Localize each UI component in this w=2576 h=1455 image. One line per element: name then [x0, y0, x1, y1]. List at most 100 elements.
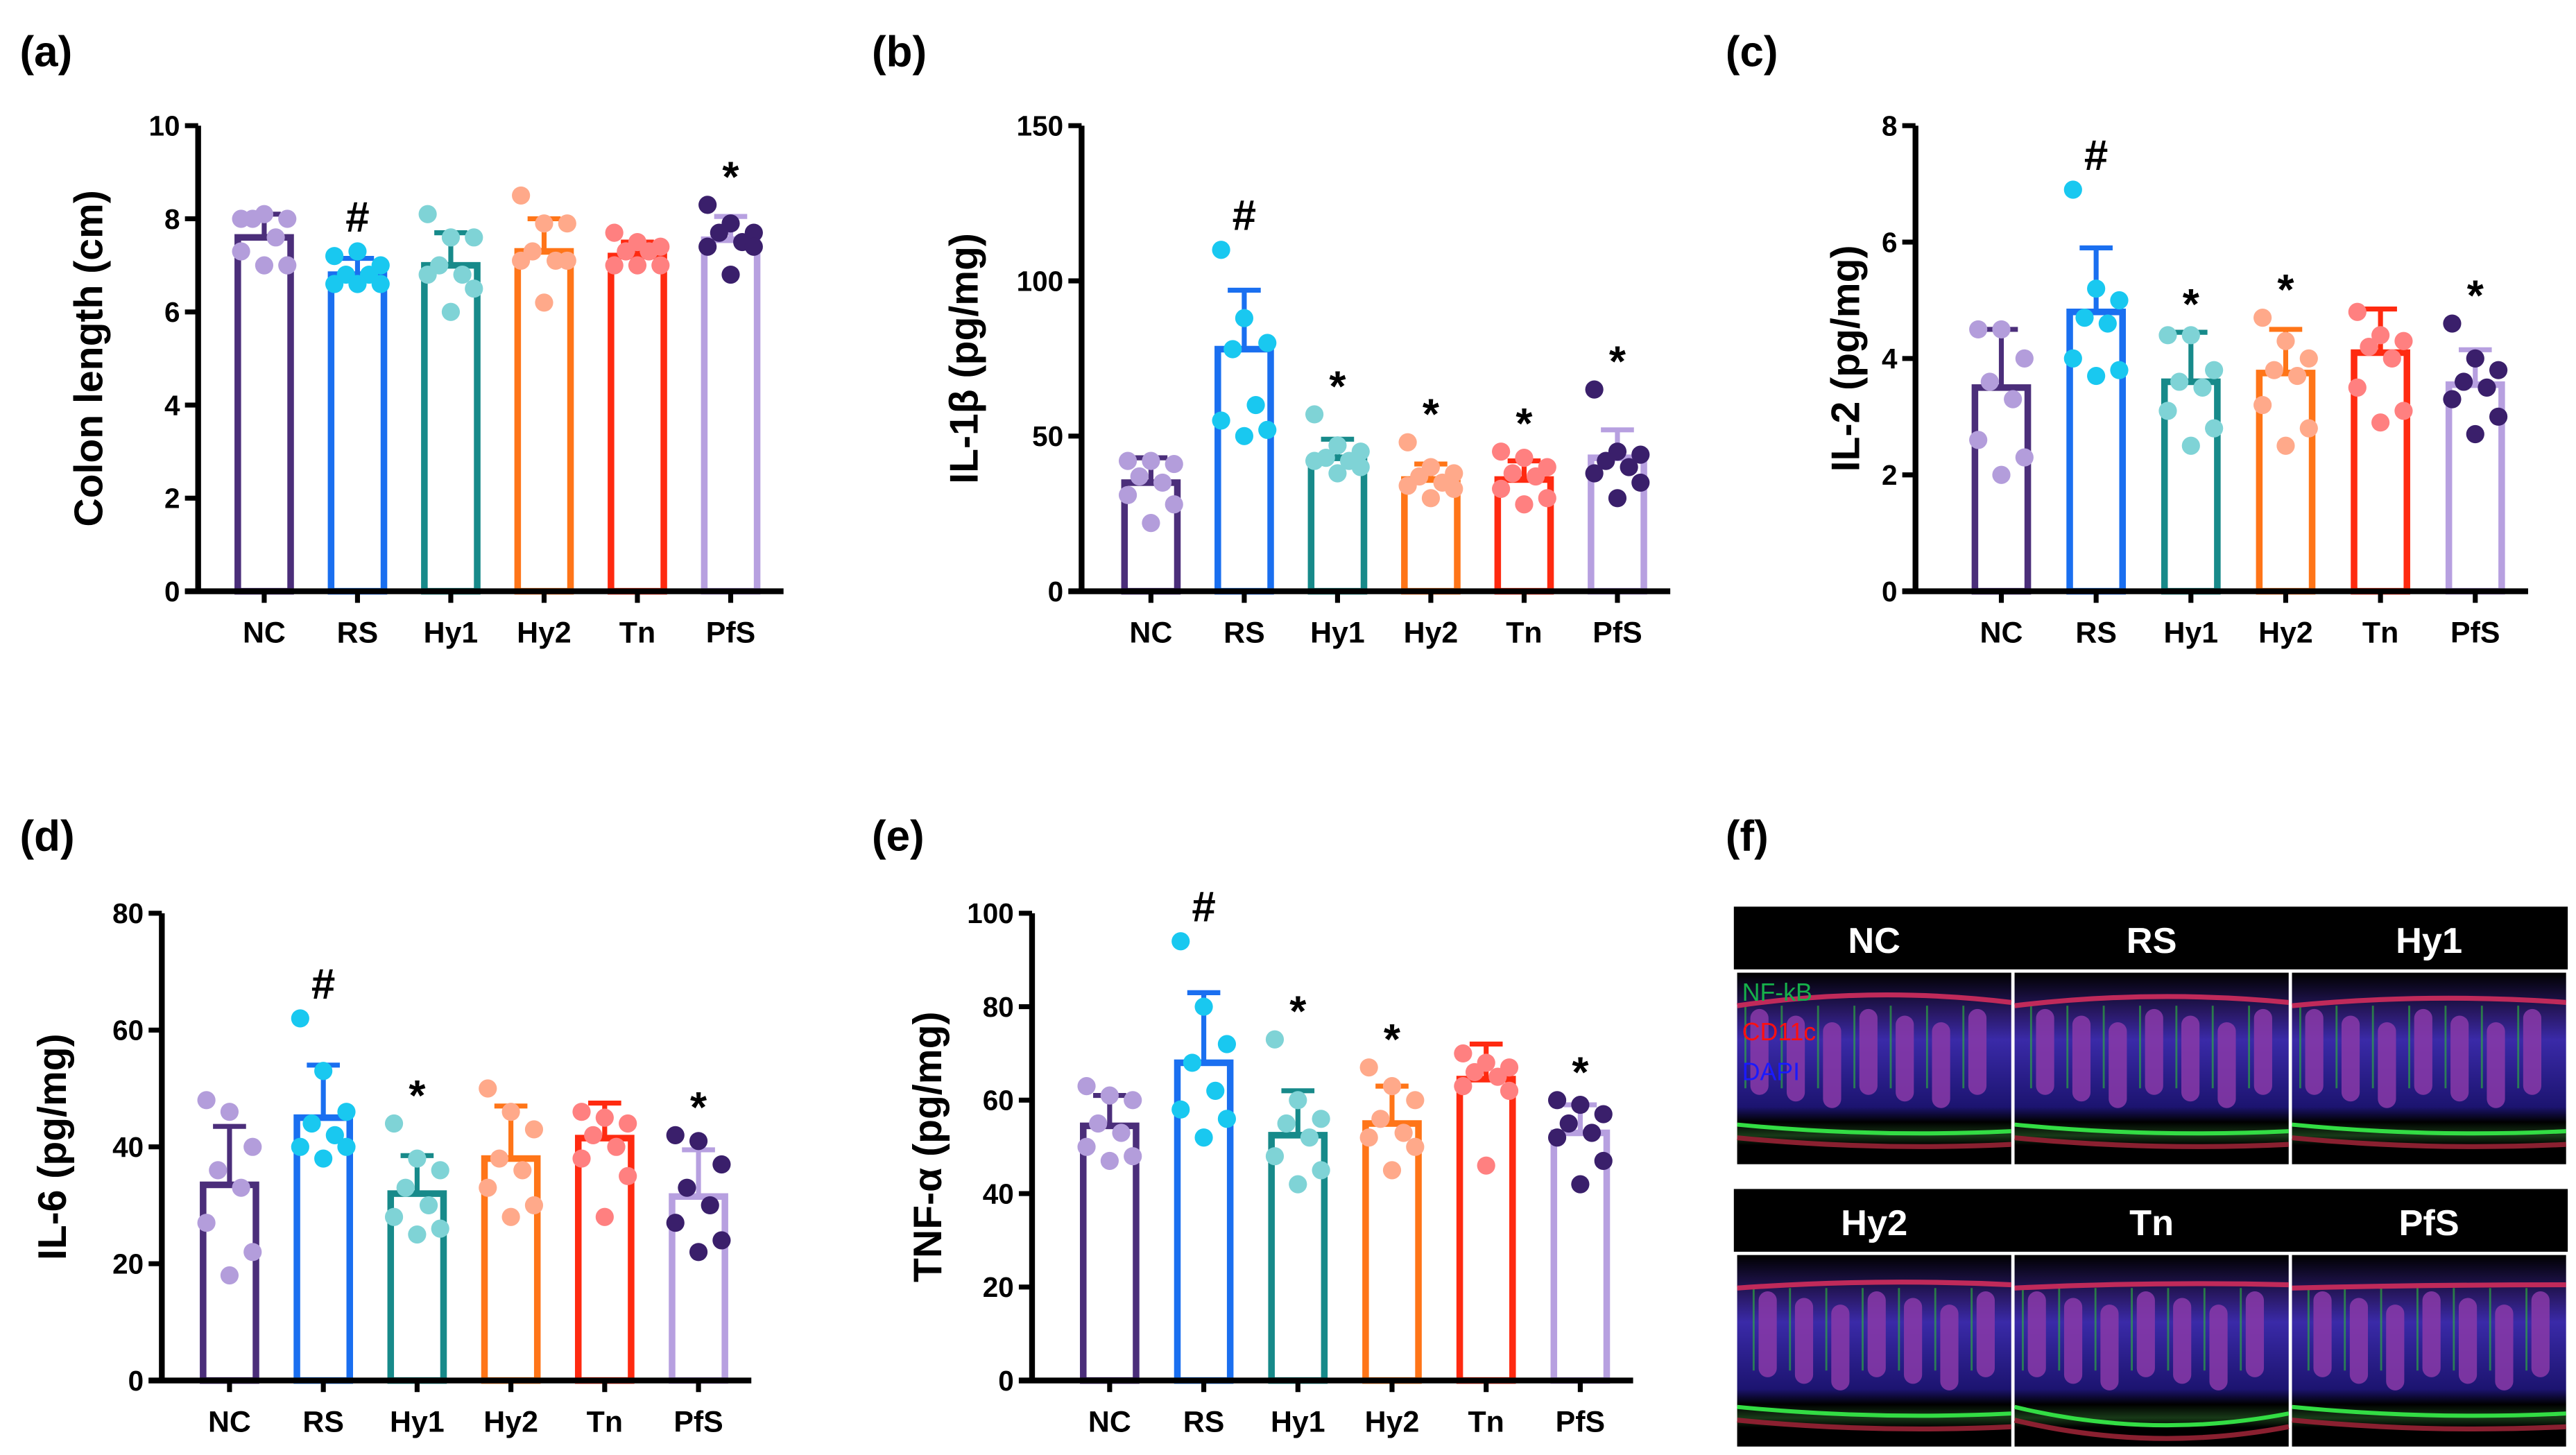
data-point-Hy1 [418, 265, 437, 284]
data-point-RS [314, 1149, 333, 1168]
data-point-Hy2 [1398, 433, 1417, 451]
serosa-layer [2292, 1135, 2566, 1149]
x-tick-label: NC [208, 1405, 251, 1438]
y-tick-label: 40 [112, 1131, 144, 1163]
y-tick-label: 4 [1882, 343, 1898, 374]
data-point-PfS [1582, 1123, 1602, 1142]
image-header-Hy2: Hy2 [1841, 1203, 1907, 1243]
serosa-layer [2292, 1418, 2566, 1431]
data-point-RS [348, 275, 367, 293]
data-point-Hy2 [1382, 1077, 1402, 1096]
x-tick-label: PfS [673, 1405, 723, 1438]
data-point-NC [1165, 454, 1183, 474]
data-point-PfS [678, 1178, 696, 1197]
data-point-Hy2 [1359, 1128, 1378, 1147]
data-point-Hy2 [2265, 361, 2283, 379]
bar-NC [1971, 384, 2032, 595]
data-point-Tn [2394, 402, 2413, 420]
data-point-RS [1194, 1128, 1213, 1147]
data-point-Hy1 [1351, 458, 1370, 476]
y-axis-label: IL-6 (pg/mg) [31, 1033, 75, 1260]
crypt [2245, 1291, 2265, 1377]
data-point-RS [2063, 349, 2082, 368]
x-tick-label: NC [243, 616, 286, 649]
crypt [2063, 1298, 2083, 1384]
data-point-NC [220, 1266, 239, 1285]
data-point-PfS [2489, 361, 2508, 379]
data-point-Hy2 [535, 214, 553, 233]
data-point-NC [1969, 320, 1988, 339]
data-point-NC [2015, 349, 2034, 368]
data-point-NC [1118, 485, 1137, 504]
serosa-layer [2014, 1135, 2289, 1149]
data-point-PfS [2466, 349, 2484, 368]
crypt [2386, 1305, 2405, 1391]
data-point-NC [1124, 1091, 1142, 1110]
x-tick-label: Hy1 [424, 616, 479, 649]
data-point-Tn [605, 223, 624, 242]
crypt [2422, 1291, 2441, 1377]
significance-marker-Hy1: * [2183, 281, 2200, 329]
crypt [2495, 1305, 2514, 1391]
data-point-RS [2075, 309, 2094, 327]
data-point-Hy1 [1305, 451, 1324, 470]
data-point-Tn [1503, 464, 1522, 483]
data-point-PfS [1594, 1151, 1613, 1171]
data-point-PfS [1571, 1175, 1590, 1194]
data-point-Hy2 [513, 1161, 532, 1180]
image-header-Hy1: Hy1 [2396, 921, 2462, 961]
data-point-NC [278, 256, 297, 275]
data-point-RS [1217, 1035, 1237, 1053]
data-point-NC [1118, 451, 1137, 470]
y-tick-label: 60 [983, 1085, 1014, 1117]
bar-Hy2 [481, 1155, 541, 1384]
data-point-NC [1992, 320, 2011, 339]
data-point-NC [1112, 1123, 1131, 1142]
data-point-Tn [2371, 326, 2390, 345]
data-point-Hy1 [431, 1219, 449, 1238]
crypt [1904, 1298, 1923, 1384]
data-point-NC [197, 1091, 216, 1110]
y-tick-label: 80 [983, 991, 1014, 1023]
data-point-PfS [2443, 314, 2462, 333]
image-header-NC: NC [1848, 921, 1900, 961]
x-tick-label: Hy1 [1271, 1405, 1325, 1438]
data-point-Tn [1477, 1156, 1495, 1175]
serosa-layer [2013, 1418, 2290, 1441]
muscularis-layer [2014, 1122, 2289, 1136]
data-point-RS [1235, 427, 1254, 445]
y-axis-label: IL-2 (pg/mg) [1824, 245, 1869, 472]
micrograph-Hy2 [1737, 1255, 2011, 1447]
data-point-PfS [2455, 372, 2473, 391]
data-point-Hy2 [479, 1178, 497, 1197]
data-point-Tn [1538, 489, 1556, 508]
crypt [1976, 1291, 1995, 1377]
data-point-Tn [605, 256, 624, 275]
data-point-Tn [584, 1126, 603, 1144]
legend-cd11c: CD11c [1742, 1018, 1816, 1046]
data-point-NC [1165, 495, 1183, 514]
data-point-Tn [1527, 467, 1545, 486]
data-point-RS [337, 1103, 356, 1121]
crypt [2036, 1008, 2054, 1095]
data-point-Hy1 [408, 1149, 427, 1168]
micrograph-NC [1737, 972, 2012, 1164]
crypt [2100, 1305, 2119, 1391]
data-point-Tn [639, 242, 658, 261]
crypt [2341, 1015, 2360, 1102]
data-point-Hy1 [1328, 436, 1347, 455]
data-point-PfS [721, 265, 740, 284]
significance-marker-Hy1: * [1289, 988, 1307, 1036]
chart-a: (a) Colon length (cm) NC # RS Hy1 Hy2 Tn * PfS 0 2 4… [20, 28, 784, 649]
chart-e: (e) TNF-α (pg/mg) NC # RS * Hy1 * Hy2 Tn * PfS 0 20 40… [872, 812, 1633, 1438]
y-tick-label: 0 [1882, 576, 1898, 608]
data-point-Hy2 [1394, 1123, 1413, 1142]
data-point-RS [1223, 340, 1242, 359]
y-tick-label: 60 [112, 1015, 144, 1047]
data-point-NC [278, 209, 297, 228]
micrograph-Tn [2013, 1255, 2290, 1447]
data-point-RS [1217, 1110, 1237, 1128]
data-point-PfS [698, 196, 717, 214]
data-point-RS [325, 1126, 344, 1144]
bar-RS [327, 271, 388, 595]
